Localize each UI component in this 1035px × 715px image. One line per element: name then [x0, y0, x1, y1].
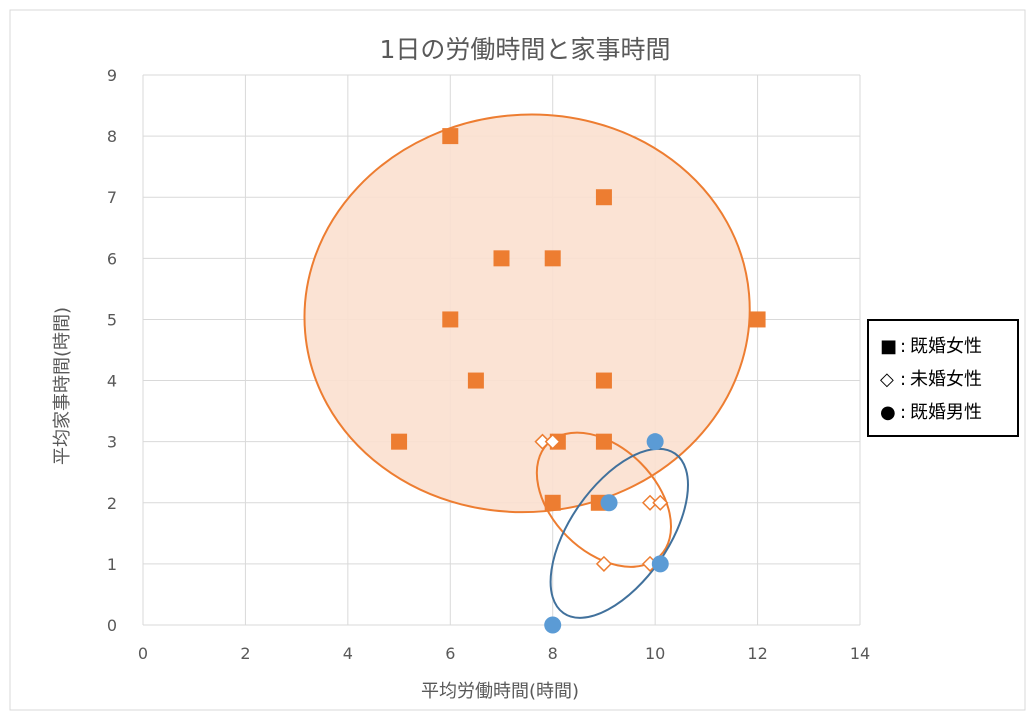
- married-female-point: [391, 433, 408, 450]
- married-female-point: [544, 250, 561, 267]
- legend-label-married-female: 既婚女性: [910, 336, 982, 357]
- legend-diamond-icon: ◇: [880, 369, 894, 390]
- married-male-point: [646, 433, 664, 451]
- married-female-point: [544, 494, 561, 511]
- legend-box: [867, 319, 1019, 437]
- married-female-point: [442, 128, 459, 145]
- x-tick-label: 12: [747, 644, 767, 663]
- married-female-point: [595, 433, 612, 450]
- y-tick-label: 4: [107, 372, 117, 391]
- married-female-point: [442, 311, 459, 328]
- legend-separator: :: [900, 402, 906, 423]
- cluster-ellipse: [303, 113, 751, 514]
- y-tick-label: 1: [107, 555, 117, 574]
- married-male-point: [600, 494, 618, 512]
- y-tick-label: 6: [107, 249, 117, 268]
- unmarried-female-point: [652, 494, 669, 511]
- married-female-point: [493, 250, 510, 267]
- y-tick-label: 7: [107, 188, 117, 207]
- x-axis-title: 平均労働時間(時間): [421, 681, 579, 702]
- y-tick-label: 8: [107, 127, 117, 146]
- data-points: [391, 128, 766, 634]
- x-tick-label: 14: [850, 644, 870, 663]
- unmarried-female-point: [595, 555, 612, 572]
- unmarried-female-point: [544, 433, 561, 450]
- chart-title: 1日の労働時間と家事時間: [380, 35, 671, 64]
- married-female-point: [467, 372, 484, 389]
- x-tick-label: 0: [138, 644, 148, 663]
- married-male-point: [651, 555, 669, 573]
- legend-separator: :: [900, 336, 906, 357]
- legend-circle-icon: ●: [880, 402, 896, 423]
- married-female-point: [595, 372, 612, 389]
- legend-label-married-male: 既婚男性: [910, 402, 982, 423]
- legend-square-icon: ■: [880, 336, 897, 357]
- x-tick-label: 4: [343, 644, 353, 663]
- x-tick-label: 6: [445, 644, 455, 663]
- married-female-point: [749, 311, 766, 328]
- y-tick-label: 5: [107, 310, 117, 329]
- x-tick-label: 8: [548, 644, 558, 663]
- married-male-point: [544, 616, 562, 634]
- legend: ■: 既婚女性◇: 未婚女性●: 既婚男性: [867, 319, 1019, 437]
- cluster-regions: [303, 113, 751, 619]
- legend-separator: :: [900, 369, 906, 390]
- y-tick-label: 3: [107, 433, 117, 452]
- y-tick-label: 2: [107, 494, 117, 513]
- married-female-point: [595, 189, 612, 206]
- y-tick-label: 9: [107, 66, 117, 85]
- x-tick-label: 2: [240, 644, 250, 663]
- legend-label-unmarried-female: 未婚女性: [910, 369, 982, 390]
- y-axis-title: 平均家事時間(時間): [52, 307, 73, 465]
- gridlines: [142, 74, 861, 626]
- x-tick-label: 10: [645, 644, 665, 663]
- y-tick-label: 0: [107, 616, 117, 635]
